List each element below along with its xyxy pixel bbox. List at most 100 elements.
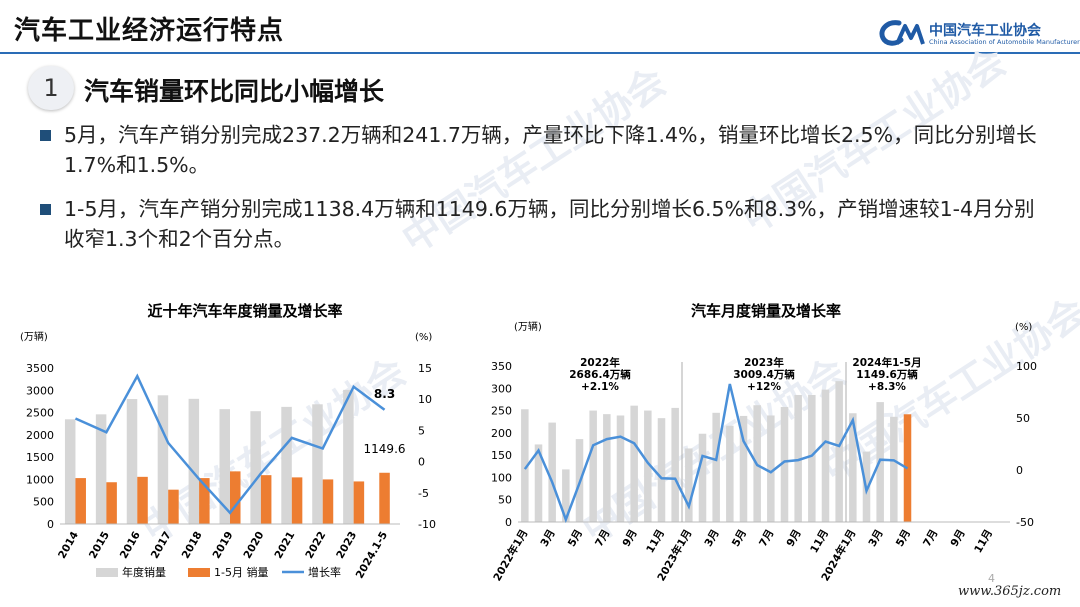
monthly-sales-bar: [780, 407, 789, 522]
year-summary-label: 2686.4万辆: [569, 368, 631, 381]
logo-cn-text: 中国汽车工业协会: [929, 23, 1041, 39]
jan-may-sales-bar: [106, 482, 117, 524]
y2-axis-unit: (%): [1015, 322, 1032, 333]
x-tick-label: 2023: [334, 530, 359, 561]
y2-tick-label: -5: [418, 487, 429, 500]
y2-tick-label: 10: [418, 393, 432, 406]
year-summary-label: 3009.4万辆: [733, 368, 795, 381]
monthly-sales-bar: [698, 433, 707, 522]
legend-swatch-janmay: [188, 568, 210, 577]
year-summary-label: 2024年1-5月: [852, 356, 921, 369]
data-label: 1149.6: [364, 442, 406, 456]
monthly-sales-bar: [808, 394, 816, 522]
legend-label: 增长率: [308, 565, 341, 579]
monthly-sales-bar: [890, 416, 898, 522]
y-tick-label: 500: [33, 496, 54, 509]
y2-axis-unit: (%): [415, 332, 432, 343]
x-tick-label: 2020: [241, 530, 266, 561]
y-tick-label: 50: [498, 494, 512, 507]
monthly-sales-bar: [739, 415, 748, 522]
logo-en-text: China Association of Automobile Manufact…: [929, 38, 1080, 46]
x-tick-label: 11月: [972, 528, 995, 556]
y-tick-label: 300: [491, 382, 512, 395]
x-tick-label: 2021: [272, 530, 297, 561]
bullet-item: 5月，汽车产销分别完成237.2万辆和241.7万辆，产量环比下降1.4%，销量…: [40, 120, 1050, 180]
year-summary-label: 2022年: [580, 356, 620, 369]
annual-sales-bar: [219, 409, 230, 524]
legend-label: 1-5月 销量: [214, 565, 268, 579]
annual-sales-chart: 近十年汽车年度销量及增长率 (万辆) (%) 0 500 1000 1500 2000 2500…: [20, 302, 436, 581]
x-tick-label: 9月: [784, 528, 803, 549]
section-title: 汽车销量环比同比小幅增长: [84, 77, 385, 106]
y-tick-label: 3000: [26, 384, 54, 397]
y2-tick-label: 5: [418, 424, 425, 437]
jan-may-sales-bar: [199, 478, 210, 524]
monthly-sales-bar: [644, 410, 652, 522]
monthly-sales-bar: [630, 405, 638, 522]
bullet-square-icon: [40, 204, 51, 215]
caam-logo: 中国汽车工业协会 China Association of Automobile…: [877, 18, 1080, 50]
monthly-sales-bar: [835, 381, 843, 522]
annual-sales-bar: [126, 399, 138, 524]
year-summary-label: +12%: [747, 381, 781, 393]
y-tick-label: 0: [505, 516, 512, 529]
monthly-sales-bar: [726, 425, 734, 522]
x-tick-label: 11月: [808, 528, 831, 556]
x-tick-label: 2022年1月: [490, 527, 530, 583]
caam-logo-icon: [879, 20, 925, 46]
y-tick-label: 3500: [26, 362, 54, 375]
y2-tick-label: -50: [1016, 516, 1034, 529]
annual-sales-bar: [281, 406, 292, 524]
annual-sales-bar: [157, 395, 169, 524]
jan-may-sales-bar: [168, 489, 179, 524]
annual-sales-bar: [95, 414, 107, 524]
jan-may-sales-bar: [379, 472, 390, 524]
x-tick-label: 3月: [702, 528, 721, 549]
monthly-sales-chart: 汽车月度销量及增长率 (万辆) (%) 0 50 100 150 200 250 300 350 -5…: [490, 302, 1037, 583]
y-tick-label: 2000: [26, 429, 54, 442]
monthly-sales-bar: [562, 469, 570, 522]
bullet-square-icon: [40, 130, 51, 141]
x-tick-label: 2024.1-5: [354, 530, 390, 581]
annual-sales-bar: [250, 411, 261, 524]
y-tick-label: 200: [491, 427, 512, 440]
chart-title: 近十年汽车年度销量及增长率: [147, 302, 342, 320]
y2-tick-label: 50: [1016, 412, 1030, 425]
year-summary-label: +2.1%: [581, 381, 619, 393]
jan-may-sales-bar: [322, 479, 334, 524]
jan-may-sales-bar: [291, 477, 303, 524]
legend-label: 年度销量: [122, 565, 166, 579]
x-tick-label: 9月: [948, 528, 967, 549]
monthly-sales-bar: [821, 389, 830, 522]
y2-tick-label: -10: [418, 518, 436, 531]
y-tick-label: 250: [491, 405, 512, 418]
data-label: 8.3: [374, 387, 395, 401]
y-tick-label: 100: [491, 471, 512, 484]
x-tick-label: 5月: [566, 528, 585, 549]
monthly-sales-bar: [671, 407, 679, 522]
x-tick-label: 5月: [730, 528, 749, 549]
monthly-sales-bar: [589, 410, 597, 522]
jan-may-sales-bar: [230, 471, 241, 524]
page-title: 汽车工业经济运行特点: [14, 16, 285, 46]
bullet-text: 5月，汽车产销分别完成237.2万辆和241.7万辆，产量环比下降1.4%，销量…: [64, 123, 1037, 177]
jan-may-sales-bar: [75, 478, 86, 524]
header: 汽车工业经济运行特点 中国汽车工业协会 China Association of…: [0, 0, 1080, 58]
monthly-sales-bar: [794, 394, 802, 522]
chart-title: 汽车月度销量及增长率: [691, 302, 841, 320]
monthly-sales-bar: [767, 415, 775, 522]
x-tick-label: 5月: [894, 528, 913, 549]
y-tick-label: 1000: [26, 473, 54, 486]
x-tick-label: 2018: [180, 530, 205, 561]
x-tick-label: 2019: [211, 530, 236, 561]
x-tick-label: 2016: [118, 530, 143, 561]
monthly-sales-bar: [521, 409, 529, 522]
page-number: 4: [988, 572, 995, 585]
y-tick-label: 2500: [26, 407, 54, 420]
x-tick-label: 9月: [620, 528, 639, 549]
y-axis-unit: (万辆): [20, 330, 48, 343]
jan-may-sales-bar: [260, 475, 272, 524]
x-tick-label: 3月: [538, 528, 557, 549]
year-summary-label: 2023年: [744, 356, 784, 369]
x-tick-label: 3月: [866, 528, 885, 549]
